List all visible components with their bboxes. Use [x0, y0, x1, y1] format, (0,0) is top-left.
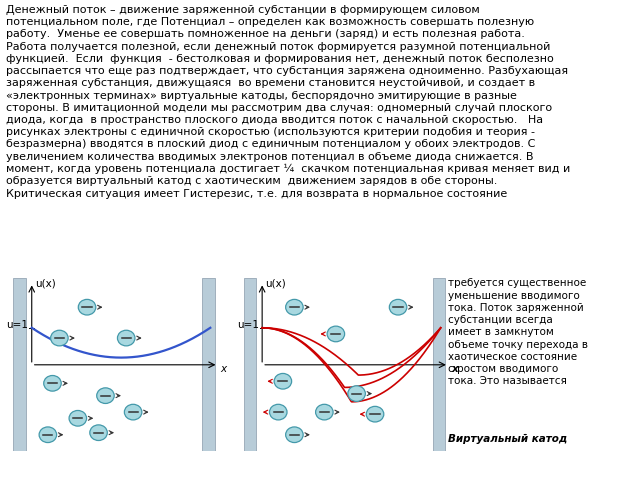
Circle shape [69, 410, 86, 426]
Circle shape [348, 386, 365, 401]
Circle shape [274, 373, 292, 389]
Circle shape [269, 404, 287, 420]
Circle shape [285, 427, 303, 443]
Circle shape [366, 407, 384, 422]
Text: требуется существенное
уменьшение вводимого
тока. Поток заряженной
субстанции вс: требуется существенное уменьшение вводим… [448, 278, 588, 386]
Circle shape [39, 427, 56, 443]
Text: x: x [451, 364, 458, 374]
Circle shape [44, 375, 61, 391]
Circle shape [285, 300, 303, 315]
Text: u(x): u(x) [35, 278, 56, 288]
Circle shape [124, 404, 142, 420]
Bar [433, 278, 445, 451]
Circle shape [51, 330, 68, 346]
Text: Виртуальный катод: Виртуальный катод [448, 434, 567, 444]
Text: u=1: u=1 [237, 320, 259, 330]
Bar [202, 278, 215, 451]
Circle shape [90, 425, 108, 441]
Circle shape [97, 388, 114, 404]
Text: x: x [221, 364, 227, 374]
Circle shape [316, 404, 333, 420]
Circle shape [118, 330, 135, 346]
Bar [244, 278, 257, 451]
Bar [13, 278, 26, 451]
Circle shape [78, 300, 96, 315]
Text: u(x): u(x) [266, 278, 286, 288]
Circle shape [327, 326, 344, 342]
Text: u=1: u=1 [6, 320, 28, 330]
Circle shape [389, 300, 407, 315]
Text: Денежный поток – движение заряженной субстанции в формирующем силовом
потенциаль: Денежный поток – движение заряженной суб… [6, 5, 571, 199]
